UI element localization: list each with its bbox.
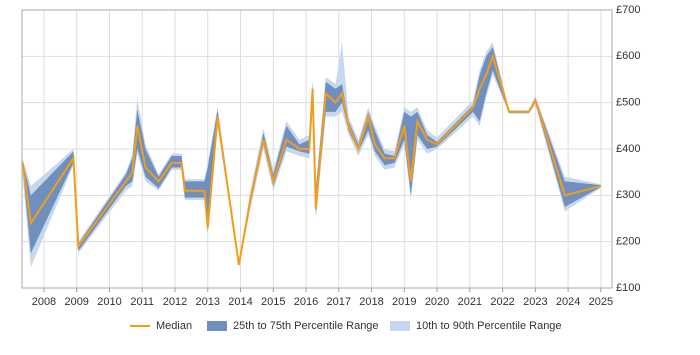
x-tick-label: 2009 [64,296,88,308]
x-tick-label: 2019 [392,296,416,308]
x-tick-label: 2016 [294,296,318,308]
y-tick-label: £700 [616,4,640,16]
y-tick-label: £500 [616,97,640,109]
y-tick-label: £200 [616,236,640,248]
median-line [21,53,602,266]
x-tick-label: 2013 [196,296,220,308]
y-tick-label: £300 [616,189,640,201]
x-tick-label: 2011 [130,296,154,308]
x-tick-label: 2025 [589,296,613,308]
y-tick-label: £600 [616,50,640,62]
plot-border [21,9,613,289]
x-tick-label: 2012 [163,296,187,308]
x-tick-label: 2022 [490,296,514,308]
x-tick-label: 2010 [97,296,121,308]
y-tick-label: £100 [616,282,640,294]
legend-label: 25th to 75th Percentile Range [233,320,379,332]
x-tick-label: 2018 [359,296,383,308]
legend-label: Median [156,320,192,332]
x-tick-label: 2024 [556,296,580,308]
x-tick-label: 2021 [458,296,482,308]
x-tick-label: 2017 [327,296,351,308]
y-tick-label: £400 [616,143,640,155]
legend-label: 10th to 90th Percentile Range [416,320,562,332]
x-tick-label: 2008 [32,296,56,308]
x-tick-label: 2023 [523,296,547,308]
x-tick-label: 2015 [261,296,285,308]
x-tick-label: 2020 [425,296,449,308]
legend-swatch [207,321,227,331]
x-tick-label: 2014 [228,296,252,308]
legend-swatch [390,321,410,331]
